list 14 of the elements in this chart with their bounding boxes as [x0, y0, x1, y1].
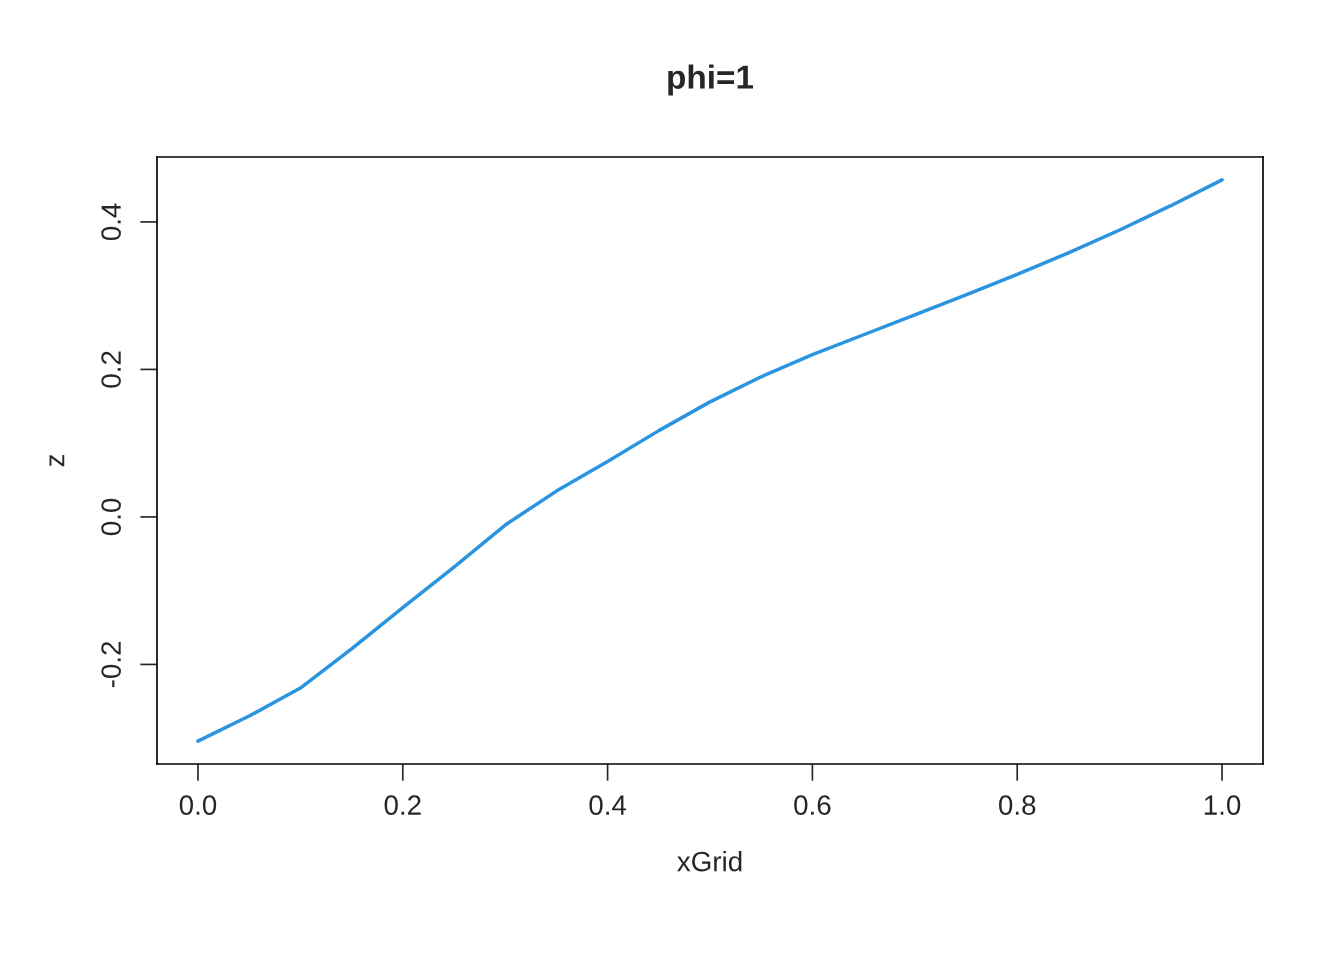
y-axis-title: z [49, 454, 65, 467]
x-axis-title: xGrid [677, 851, 742, 872]
line-series [196, 178, 1224, 743]
x-tick-label: 0.0 [179, 795, 217, 815]
x-tick-label: 0.2 [384, 795, 421, 815]
y-tick-label: 0.0 [101, 498, 121, 536]
chart-title: phi=1 [668, 64, 754, 96]
x-tick-label: 0.6 [794, 795, 831, 815]
y-tick-label: 0.2 [101, 351, 121, 388]
x-tick-label: 0.4 [589, 795, 627, 815]
x-tick-label: 1.0 [1204, 795, 1241, 815]
y-tick-label: 0.4 [101, 203, 121, 241]
x-tick-label: 0.8 [999, 795, 1036, 815]
y-tick-label: -0.2 [101, 641, 121, 688]
